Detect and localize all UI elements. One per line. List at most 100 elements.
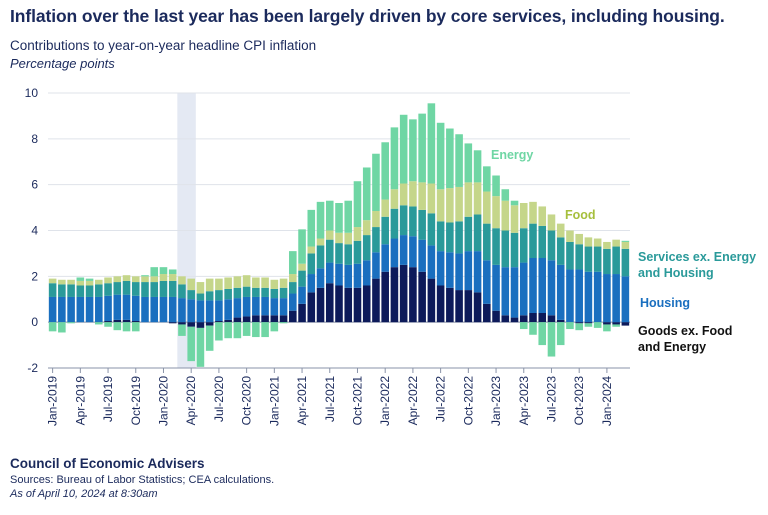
bar-segment (150, 276, 159, 283)
bar-segment (593, 246, 602, 272)
bar-segment (261, 296, 269, 316)
x-tick-label: Apr-2023 (517, 376, 531, 426)
bar-segment (122, 280, 131, 295)
bar-segment (464, 251, 473, 291)
bar-segment (556, 223, 565, 238)
bar-segment (168, 322, 177, 324)
bar-segment (85, 278, 94, 281)
x-tick-label: Apr-2020 (184, 376, 198, 426)
bar-segment (178, 276, 186, 285)
bar-segment (252, 296, 260, 316)
series-labels: Goods ex. Food and Energy Housing Services … (491, 148, 756, 354)
bar-segment (224, 299, 232, 320)
bar-segment (464, 143, 473, 183)
bar-segment (113, 319, 122, 323)
bar-segment (473, 150, 482, 183)
bar-segment (270, 298, 279, 316)
bar-segment (566, 241, 574, 270)
bar-segment (122, 319, 131, 323)
bar-segment (584, 322, 593, 324)
y-tick-label: 10 (25, 86, 39, 100)
series-label: Housing (640, 296, 690, 310)
bar-segment (390, 238, 399, 268)
bar-segment (362, 260, 371, 286)
bar-segment (325, 200, 334, 231)
bar-segment (556, 237, 565, 265)
bar-segment (279, 287, 288, 299)
x-tick-label: Jan-2020 (156, 376, 170, 426)
bar-segment (261, 277, 269, 288)
bar-segment (178, 298, 186, 323)
x-tick-label: Oct-2023 (572, 376, 586, 426)
bar-segment (603, 324, 611, 332)
bar-segment (187, 299, 195, 323)
bar-segment (261, 287, 269, 297)
bar-segment (436, 251, 445, 286)
bar-segment (141, 282, 149, 297)
x-tick-label: Jan-2023 (489, 376, 503, 426)
bar-segment (95, 284, 103, 297)
bar-segment (381, 271, 389, 323)
y-axis: 10 8 6 4 2 0 -2 (25, 86, 39, 375)
bar-segment (584, 246, 593, 272)
bar-segment (113, 282, 122, 295)
bar-segment (464, 182, 473, 217)
bar-segment (381, 199, 389, 217)
bar-segment (418, 209, 426, 240)
bar-segment (252, 277, 260, 288)
bar-segment (252, 315, 260, 323)
bar-segment (289, 251, 297, 275)
bar-segment (519, 228, 528, 263)
bar-segment (455, 221, 463, 254)
bar-segment (575, 244, 583, 270)
bar-segment (168, 274, 177, 281)
bar-segment (427, 213, 436, 246)
bar-segment (593, 238, 602, 247)
bar-segment (316, 201, 325, 239)
y-tick-label: 6 (31, 178, 38, 192)
x-tick-label: Jan-2021 (267, 376, 281, 426)
bar-segment (344, 232, 353, 245)
bar-segment (298, 270, 306, 287)
bar-segment (381, 244, 389, 272)
bar-segment (187, 326, 195, 362)
bar-segment (307, 253, 316, 275)
bar-segment (353, 227, 362, 241)
bar-segment (233, 298, 242, 318)
bar-segment (372, 211, 380, 228)
bar-segment (196, 293, 205, 301)
bar-segment (519, 322, 528, 330)
bar-segment (67, 296, 75, 323)
bar-segment (242, 316, 251, 323)
footer-organization: Council of Economic Advisers (10, 456, 205, 471)
x-axis: Jan-2019 Apr-2019 Jul-2019 Oct-2019 Jan-2020… (46, 367, 630, 426)
bar-segment (519, 262, 528, 316)
bar-segment (316, 268, 325, 288)
y-tick-label: 4 (31, 224, 38, 238)
x-tick-label: Jan-2024 (600, 376, 614, 426)
bar-segment (353, 263, 362, 288)
bar-segment (381, 142, 389, 200)
bar-segment (67, 279, 75, 285)
bar-segment (603, 248, 611, 275)
bar-segment (621, 241, 630, 249)
bar-segment (307, 274, 316, 293)
bar-segment (131, 276, 140, 283)
bar-segment (85, 296, 94, 323)
bar-segment (418, 182, 426, 210)
bar-segment (584, 323, 593, 327)
bar-segment (418, 113, 426, 183)
bar-segment (473, 214, 482, 252)
bar-segment (492, 264, 500, 311)
bar-segment (178, 324, 186, 336)
bar-segment (104, 283, 112, 296)
bar-segment (556, 322, 565, 346)
bar-segment (427, 103, 436, 184)
bar-segment (529, 313, 537, 323)
bar-segment (409, 181, 417, 207)
bar-segment (58, 279, 66, 285)
bar-segment (316, 245, 325, 269)
bar-segment (501, 315, 510, 323)
bar-segment (205, 291, 214, 301)
bar-segment (159, 296, 168, 323)
